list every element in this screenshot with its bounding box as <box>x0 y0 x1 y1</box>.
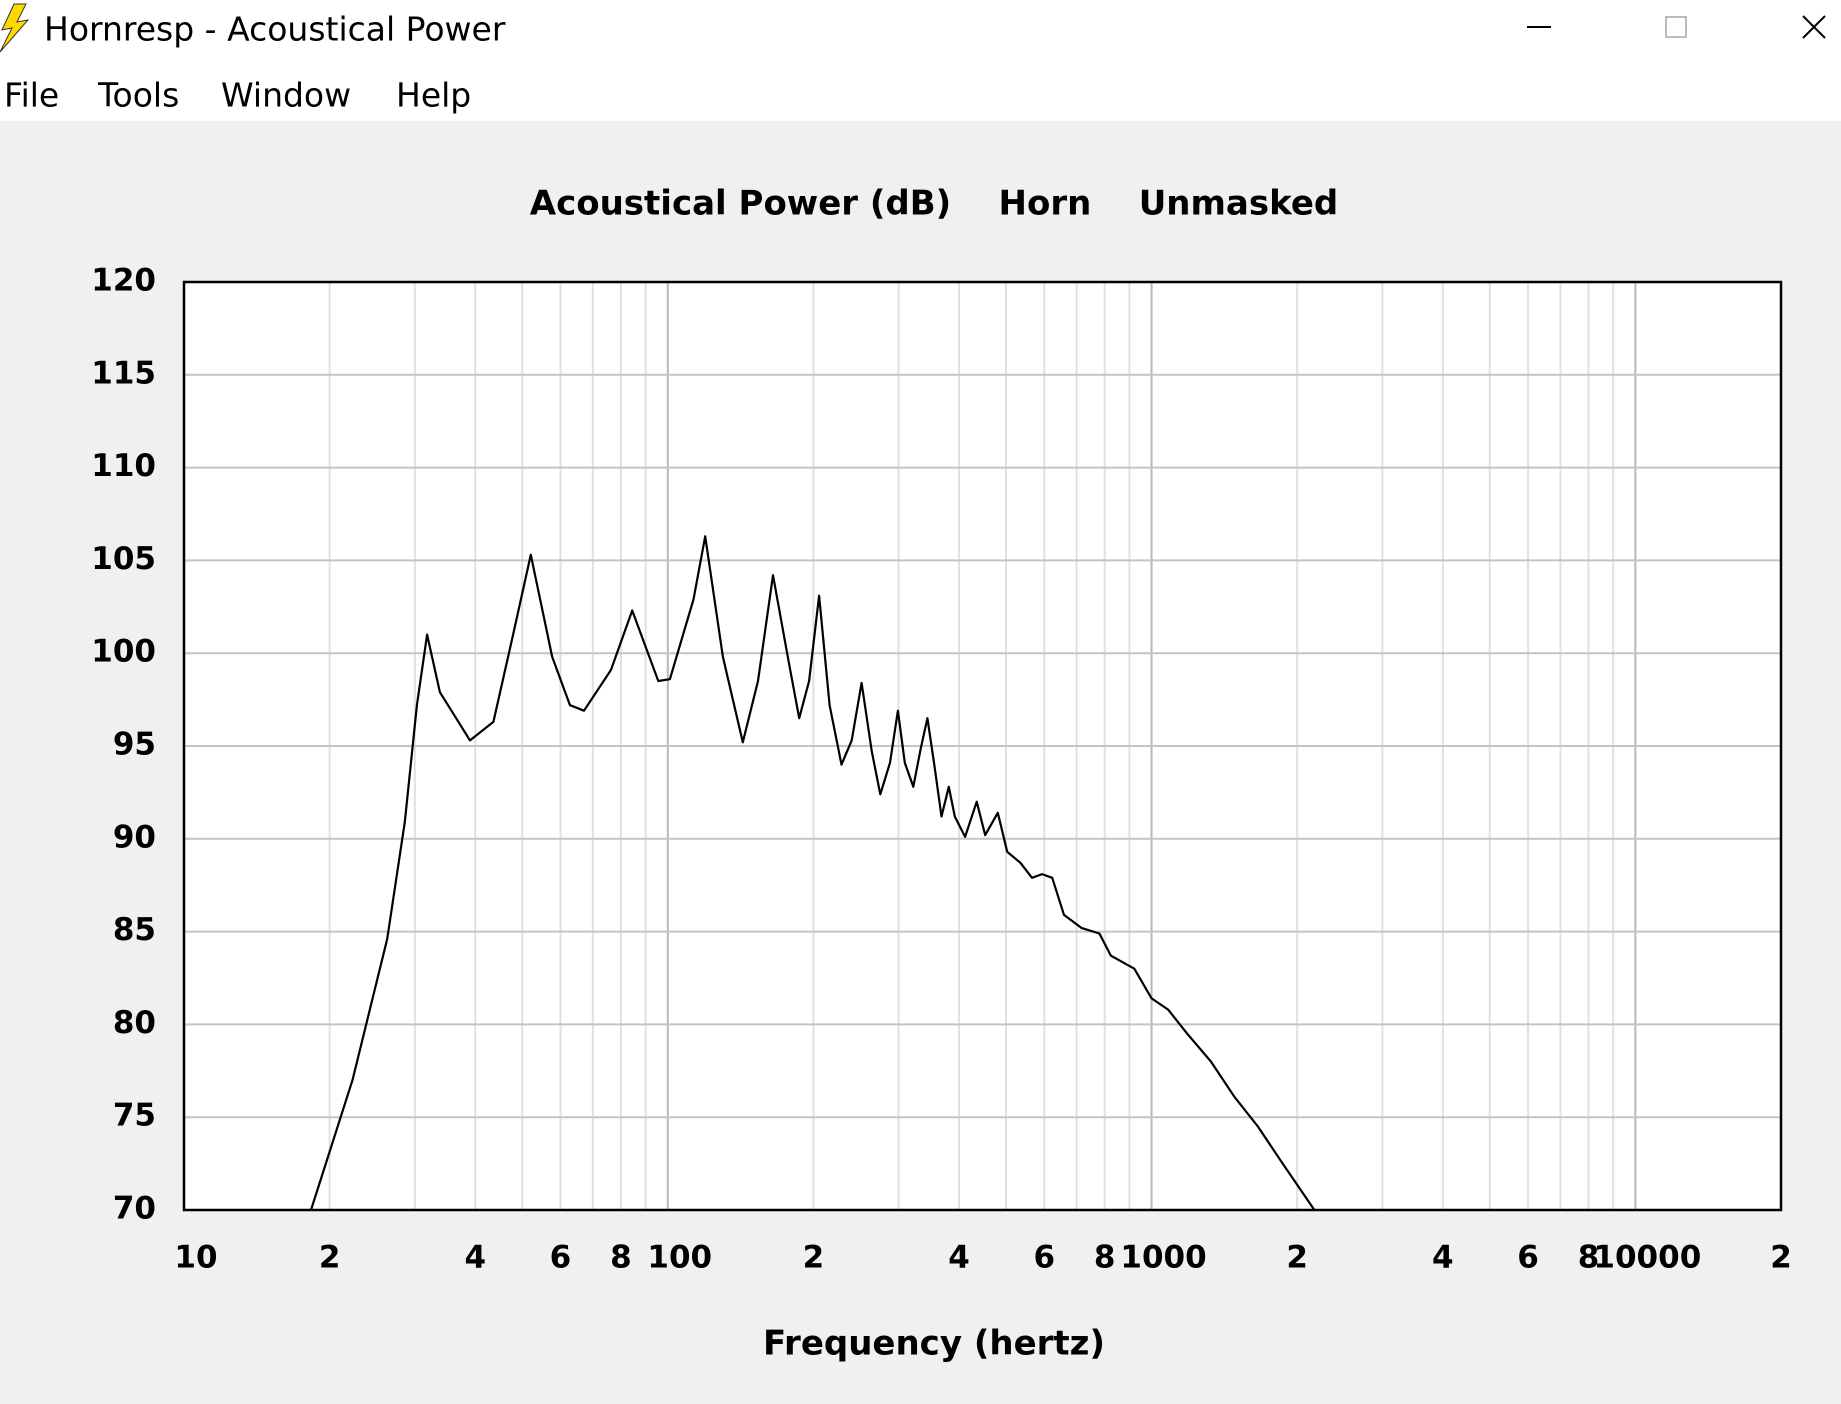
response-curve <box>309 535 1316 1211</box>
x-tick-label: 8 <box>1578 1240 1600 1276</box>
x-tick-label: 2 <box>1286 1240 1308 1276</box>
x-tick-label: 6 <box>1517 1240 1539 1276</box>
x-tick-label: 10 <box>174 1240 217 1276</box>
app-icon <box>0 3 30 53</box>
menu-item[interactable]: Help <box>396 76 471 115</box>
y-tick-label: 95 <box>113 727 156 763</box>
menu-item[interactable]: Tools <box>97 76 179 115</box>
y-tick-label: 90 <box>113 819 156 855</box>
maximize-button[interactable] <box>1665 16 1687 38</box>
close-button[interactable] <box>1802 15 1826 39</box>
y-tick-label: 105 <box>91 541 156 577</box>
menu-item[interactable]: File <box>4 76 59 115</box>
x-axis-label: Frequency (hertz) <box>763 1324 1105 1364</box>
y-tick-label: 85 <box>113 912 156 948</box>
title-menu-background <box>0 0 1841 121</box>
x-tick-label: 2 <box>803 1240 825 1276</box>
y-tick-label: 70 <box>113 1191 156 1227</box>
chart-title: Acoustical Power (dB) Horn Unmasked <box>530 184 1338 224</box>
x-tick-label: 2 <box>319 1240 341 1276</box>
plot-frame <box>182 280 1783 1212</box>
y-tick-label: 115 <box>91 355 156 391</box>
x-tick-label: 8 <box>1094 1240 1116 1276</box>
x-tick-label: 6 <box>1033 1240 1055 1276</box>
x-tick-label: 100 <box>647 1240 712 1276</box>
x-tick-label: 2 <box>1770 1240 1792 1276</box>
y-tick-label: 120 <box>91 263 156 299</box>
y-tick-label: 110 <box>91 448 156 484</box>
y-tick-label: 100 <box>91 634 156 670</box>
x-tick-label: 8 <box>610 1240 632 1276</box>
x-tick-label: 4 <box>464 1240 486 1276</box>
x-tick-label: 4 <box>1432 1240 1454 1276</box>
y-tick-label: 75 <box>113 1098 156 1134</box>
x-tick-label: 4 <box>948 1240 970 1276</box>
menu-item[interactable]: Window <box>221 76 351 115</box>
x-tick-label: 1000 <box>1120 1240 1206 1276</box>
x-tick-label: 10000 <box>1593 1240 1701 1276</box>
window-title: Hornresp - Acoustical Power <box>44 10 506 49</box>
x-tick-label: 6 <box>550 1240 572 1276</box>
y-tick-label: 80 <box>113 1005 156 1041</box>
